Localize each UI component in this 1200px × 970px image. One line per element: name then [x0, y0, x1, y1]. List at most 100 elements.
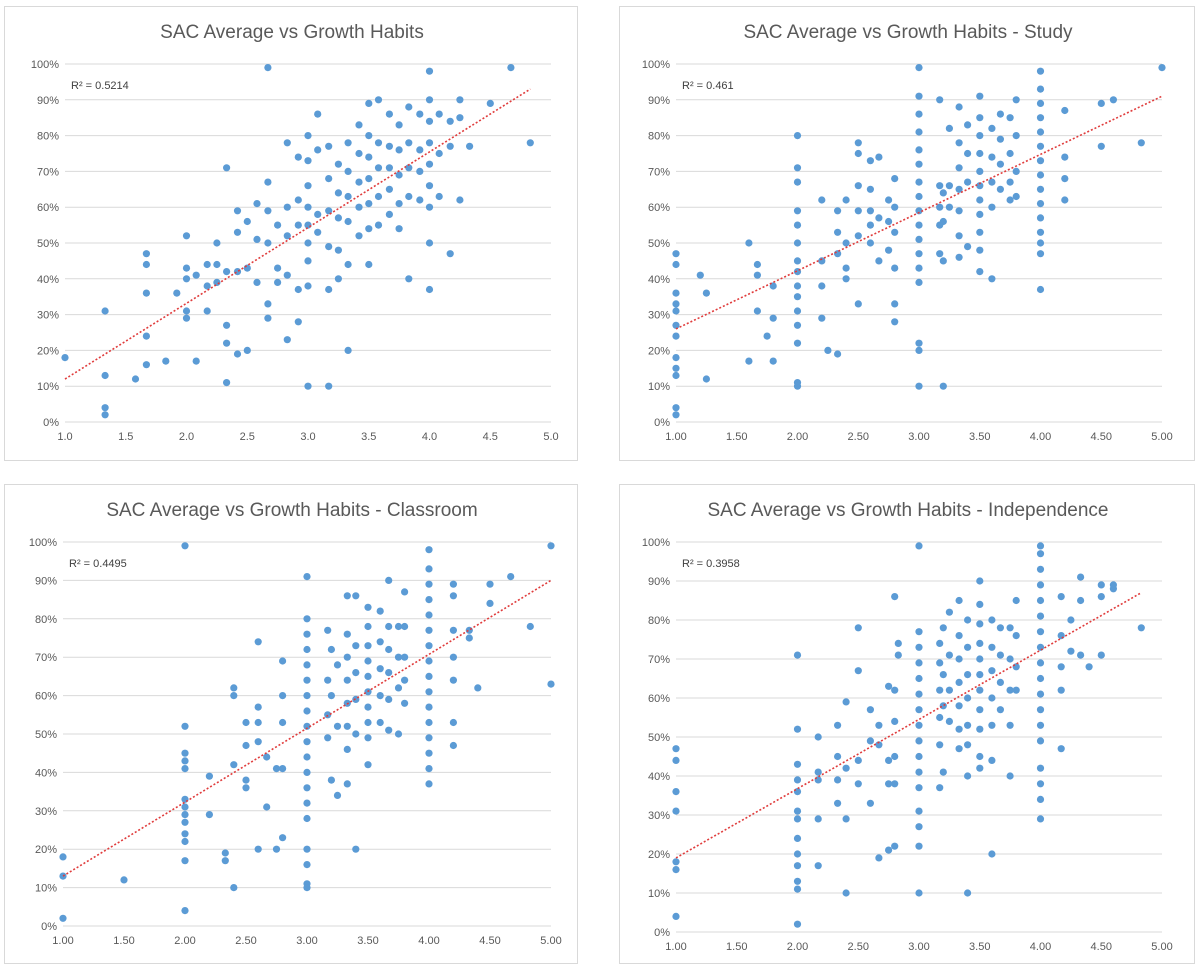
- chart-2-point: [230, 684, 238, 692]
- chart-1-point: [915, 178, 923, 186]
- chart-1-point: [996, 160, 1004, 168]
- chart-2-point: [401, 588, 409, 596]
- chart-2-point: [449, 718, 457, 727]
- chart-1-point: [955, 185, 963, 193]
- chart-2-point: [465, 626, 473, 634]
- chart-3-point: [955, 596, 963, 605]
- chart-0-point: [253, 278, 261, 286]
- chart-0-x-tick-label: 2.5: [240, 431, 255, 443]
- chart-3-point: [793, 788, 802, 796]
- chart-0-point: [213, 239, 221, 247]
- chart-1-point: [945, 182, 953, 190]
- chart-0-point: [142, 250, 150, 258]
- chart-2-point: [449, 653, 457, 661]
- chart-0-point: [264, 207, 272, 215]
- chart-2-points: [59, 542, 555, 922]
- chart-1-point: [1158, 64, 1166, 72]
- chart-2-point: [547, 542, 555, 550]
- chart-0-y-tick-label: 30%: [37, 310, 59, 322]
- chart-3-point: [915, 674, 923, 683]
- chart-0-point: [344, 192, 352, 201]
- chart-3-point: [988, 721, 996, 729]
- chart-3-point: [996, 706, 1004, 714]
- chart-1-point: [818, 314, 826, 322]
- chart-1-point: [866, 157, 874, 165]
- chart-2-point: [254, 845, 262, 853]
- chart-2-point: [120, 876, 128, 884]
- chart-3-point: [842, 764, 850, 772]
- chart-0-point: [395, 225, 403, 233]
- chart-1-point: [885, 217, 893, 226]
- chart-2-point: [385, 622, 393, 631]
- chart-0-point: [374, 139, 383, 147]
- chart-1-point: [976, 210, 984, 218]
- chart-2-point: [303, 615, 311, 623]
- chart-0-y-tick-label: 100%: [31, 59, 59, 71]
- chart-3-point: [672, 756, 680, 764]
- chart-1-point: [866, 239, 874, 247]
- chart-3-point: [1057, 593, 1065, 601]
- chart-0-point: [355, 121, 363, 129]
- chart-3-point: [945, 608, 953, 616]
- chart-3-point: [915, 784, 923, 792]
- chart-1-point: [1036, 239, 1045, 247]
- chart-3-point: [996, 678, 1004, 686]
- chart-2-x-tick-label: 1.50: [113, 935, 134, 947]
- chart-1-point: [866, 185, 874, 193]
- chart-1-y-tick-label: 60%: [648, 202, 670, 214]
- chart-1-point: [824, 346, 832, 354]
- chart-3-point: [988, 667, 996, 675]
- chart-1-point: [769, 314, 777, 322]
- chart-3-point: [976, 725, 984, 733]
- chart-0-y-tick-label: 10%: [37, 381, 59, 393]
- chart-1-point: [891, 318, 899, 326]
- chart-3-point: [866, 799, 874, 807]
- chart-2-point: [242, 718, 250, 727]
- chart-2-point: [352, 642, 360, 650]
- chart-1-point: [1012, 132, 1020, 140]
- chart-0-point: [334, 246, 342, 254]
- chart-3-point: [1036, 596, 1045, 605]
- chart-2-point: [343, 653, 351, 661]
- chart-1-point: [996, 185, 1004, 193]
- chart-3-point: [915, 823, 923, 831]
- chart-3-point: [842, 815, 850, 823]
- chart-1-point: [672, 307, 680, 315]
- chart-3-point: [1057, 632, 1065, 640]
- chart-1-point: [672, 411, 680, 419]
- chart-2-point: [376, 718, 384, 727]
- chart-1-point: [793, 293, 802, 301]
- chart-0-point: [365, 260, 373, 269]
- chart-0-point: [182, 264, 191, 272]
- chart-0-point: [374, 164, 383, 172]
- chart-1-point: [769, 357, 777, 365]
- chart-0-point: [192, 357, 200, 365]
- chart-3-point: [1012, 596, 1020, 605]
- chart-1-point: [875, 257, 883, 265]
- chart-2-point: [385, 669, 393, 677]
- chart-0-point: [213, 260, 221, 269]
- chart-0-point: [405, 164, 413, 172]
- chart-0-points: [61, 64, 534, 419]
- chart-1-point: [793, 257, 802, 265]
- chart-1-point: [1097, 99, 1105, 107]
- chart-3-point: [988, 694, 996, 702]
- chart-3-point: [814, 862, 822, 870]
- chart-3-point: [915, 628, 923, 636]
- chart-3-point: [793, 920, 802, 928]
- chart-2-point: [263, 753, 271, 761]
- chart-3-point: [1036, 780, 1045, 788]
- chart-3-point: [988, 643, 996, 651]
- chart-1-point: [1109, 96, 1117, 104]
- chart-2-point: [425, 546, 433, 554]
- chart-1-point: [753, 271, 761, 279]
- chart-2-point: [263, 803, 271, 811]
- chart-0-point: [233, 268, 242, 276]
- chart-2-point: [385, 645, 393, 654]
- chart-0-point: [304, 157, 312, 165]
- chart-2-point: [303, 707, 311, 715]
- chart-0-point: [142, 260, 150, 269]
- chart-3-point: [1036, 542, 1045, 550]
- chart-1-point: [915, 128, 923, 136]
- chart-0-point: [223, 268, 231, 276]
